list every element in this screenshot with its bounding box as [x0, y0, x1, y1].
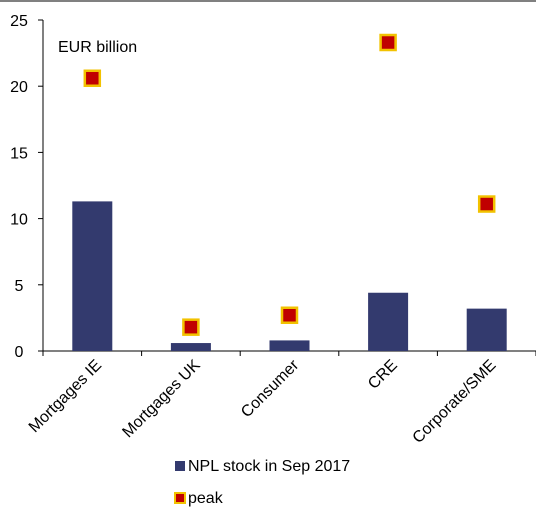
- bar-npl-stock: [466, 308, 507, 351]
- y-tick-label: 0: [15, 344, 24, 361]
- x-axis: Mortgages IE Mortgages UK Consumer CRE Corpo…: [26, 350, 536, 447]
- bar-npl-stock: [368, 292, 409, 351]
- unit-label: EUR billion: [58, 39, 137, 56]
- peak-marker: [477, 195, 496, 213]
- x-tick-label: Mortgages UK: [119, 357, 204, 442]
- legend-swatch-peak: [174, 492, 186, 504]
- peak-marker: [182, 318, 200, 336]
- x-tick-label: Consumer: [238, 356, 303, 421]
- bar-npl-stock: [72, 201, 113, 351]
- y-tick-label: 25: [10, 13, 28, 30]
- bar-npl-stock: [170, 343, 211, 351]
- y-tick-label: 10: [10, 212, 28, 229]
- bars: [72, 201, 507, 351]
- legend-swatch-npl: [175, 461, 185, 471]
- y-axis: 0 5 10 15 20 25: [10, 13, 44, 361]
- peak-marker: [280, 306, 299, 325]
- peak-marker: [83, 69, 102, 88]
- x-tick-label: Corporate/SME: [410, 357, 500, 447]
- x-tick-label: CRE: [365, 357, 401, 393]
- peak-marker: [379, 33, 397, 52]
- x-tick-label: Mortgages IE: [26, 357, 105, 436]
- bar-npl-stock: [269, 340, 310, 351]
- legend-label-peak: peak: [188, 490, 224, 507]
- legend: NPL stock in Sep 2017 peak: [174, 458, 350, 507]
- y-tick-label: 20: [10, 79, 28, 96]
- peak-markers: [83, 33, 496, 336]
- y-tick-label: 15: [10, 145, 28, 162]
- legend-label-npl: NPL stock in Sep 2017: [188, 458, 350, 475]
- y-tick-label: 5: [15, 278, 24, 295]
